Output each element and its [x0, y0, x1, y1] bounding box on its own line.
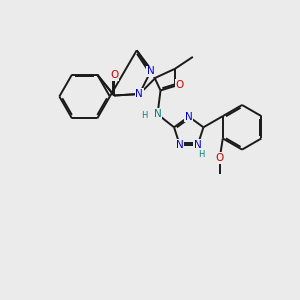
Text: N: N: [185, 112, 193, 122]
Text: N: N: [176, 140, 184, 150]
Text: H: H: [198, 150, 205, 159]
Text: N: N: [147, 66, 154, 76]
Text: O: O: [176, 80, 184, 89]
Text: N: N: [154, 109, 161, 119]
Text: N: N: [136, 89, 143, 99]
Text: N: N: [194, 140, 202, 150]
Text: O: O: [216, 153, 224, 163]
Text: O: O: [110, 70, 118, 80]
Text: H: H: [141, 111, 147, 120]
